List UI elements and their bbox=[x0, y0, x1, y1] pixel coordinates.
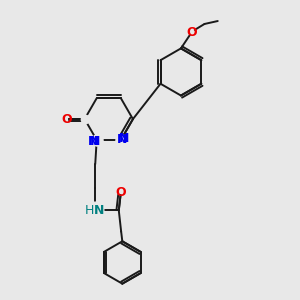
Text: H: H bbox=[85, 204, 94, 217]
Text: N: N bbox=[119, 132, 130, 145]
Text: N: N bbox=[94, 204, 104, 217]
Text: N: N bbox=[90, 135, 101, 148]
Text: N: N bbox=[88, 135, 98, 148]
Text: N: N bbox=[117, 133, 128, 146]
Text: O: O bbox=[186, 26, 196, 39]
Text: O: O bbox=[61, 112, 72, 126]
Text: O: O bbox=[116, 186, 127, 199]
